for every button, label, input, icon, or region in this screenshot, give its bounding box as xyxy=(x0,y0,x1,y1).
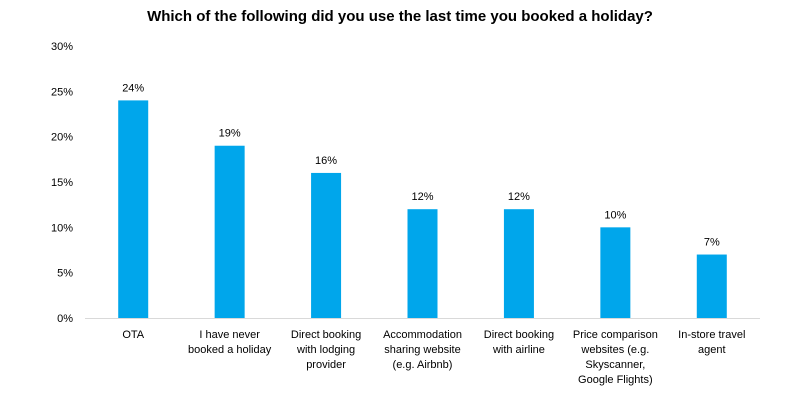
bar xyxy=(696,254,727,318)
y-axis: 0% 5% 10% 15% 20% 25% 30% xyxy=(51,41,73,325)
y-tick-label: 30% xyxy=(51,41,73,53)
data-labels: 24% 19% 16% 12% 12% 10% 7% xyxy=(122,82,720,248)
data-label: 7% xyxy=(704,237,720,249)
bar xyxy=(600,227,631,318)
bar xyxy=(407,209,438,318)
bars xyxy=(118,100,727,319)
data-label: 12% xyxy=(411,191,433,203)
x-tick-label: Direct booking with airline xyxy=(484,329,554,356)
x-tick-label: In-store travel agent xyxy=(678,329,745,356)
x-tick-label: Price comparison websites (e.g. Skyscanner… xyxy=(573,329,658,386)
y-tick-label: 5% xyxy=(57,268,73,280)
data-label: 19% xyxy=(219,128,241,140)
bar xyxy=(311,172,342,318)
x-tick-label: I have never booked a holiday xyxy=(188,329,272,356)
data-label: 12% xyxy=(508,191,530,203)
bar xyxy=(503,209,534,318)
y-tick-label: 20% xyxy=(51,132,73,144)
y-tick-label: 10% xyxy=(51,222,73,234)
data-label: 10% xyxy=(604,209,626,221)
data-label: 16% xyxy=(315,155,337,167)
y-tick-label: 0% xyxy=(57,313,73,325)
chart-title: Which of the following did you use the l… xyxy=(147,8,653,25)
x-tick-label: OTA xyxy=(122,329,144,341)
y-tick-label: 15% xyxy=(51,177,73,189)
x-tick-label: Direct booking with lodging provider xyxy=(291,329,361,371)
bar xyxy=(214,145,245,318)
bar xyxy=(118,100,149,319)
x-tick-label: Accommodation sharing website (e.g. Airbnb… xyxy=(383,329,462,371)
y-tick-label: 25% xyxy=(51,86,73,98)
data-label: 24% xyxy=(122,82,144,94)
x-axis: OTA I have never booked a holiday Direct bo… xyxy=(85,318,760,386)
